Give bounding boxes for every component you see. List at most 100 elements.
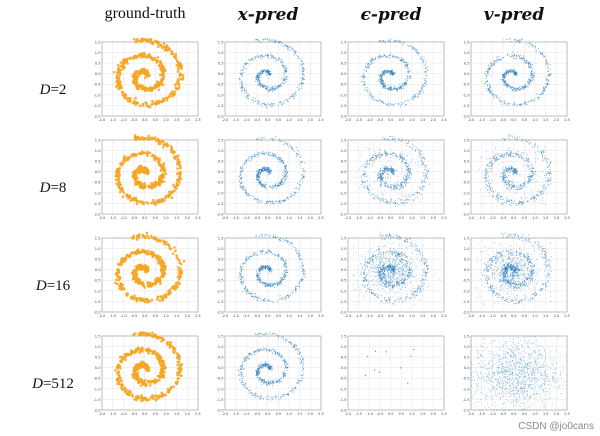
- data-point: [505, 104, 507, 106]
- data-point: [138, 200, 141, 203]
- data-point: [165, 99, 169, 102]
- data-point: [132, 37, 136, 41]
- data-point: [367, 67, 369, 69]
- data-point: [363, 81, 365, 83]
- data-point: [258, 138, 260, 140]
- data-point: [406, 65, 409, 67]
- data-point: [390, 185, 392, 187]
- data-point: [281, 179, 283, 181]
- data-point: [258, 77, 260, 79]
- data-point: [249, 156, 251, 158]
- data-point: [294, 188, 296, 190]
- data-point: [396, 188, 398, 190]
- data-point: [293, 93, 295, 95]
- data-point: [368, 192, 370, 194]
- data-point: [301, 83, 304, 85]
- data-point: [299, 164, 301, 166]
- data-point: [134, 41, 138, 44]
- data-point: [540, 53, 542, 55]
- data-point: [246, 160, 248, 162]
- y-tick-label: -1.5: [462, 104, 469, 108]
- x-tick-label: 1.0: [286, 216, 291, 220]
- data-point: [504, 100, 506, 102]
- y-tick-label: 0.0: [464, 72, 470, 76]
- data-point: [384, 40, 386, 42]
- data-point: [416, 51, 418, 54]
- data-point: [508, 175, 510, 177]
- data-point: [483, 177, 485, 179]
- data-point: [408, 100, 410, 102]
- y-tick-label: 1.0: [464, 51, 470, 55]
- data-point: [523, 182, 525, 184]
- scatter-plot-d-2-v-pred: 1.51.00.50.0-0.5-1.0-1.5-2.0-2.0 -1.5 -1.0…: [462, 37, 570, 122]
- data-point: [393, 201, 396, 203]
- data-point: [370, 95, 372, 97]
- data-point: [406, 173, 409, 175]
- data-point: [248, 158, 250, 160]
- data-point: [270, 201, 272, 203]
- data-point: [533, 75, 535, 77]
- data-point: [502, 180, 504, 182]
- data-point: [492, 94, 494, 96]
- data-point: [506, 184, 509, 186]
- data-point: [536, 195, 538, 197]
- data-point: [496, 56, 498, 58]
- x-tick-label: -0.5: [500, 216, 507, 220]
- data-point: [396, 169, 398, 171]
- data-point: [407, 165, 409, 167]
- data-point: [406, 159, 408, 161]
- data-point: [258, 174, 260, 176]
- data-point: [506, 74, 508, 77]
- data-point: [425, 175, 428, 177]
- data-point: [527, 180, 530, 182]
- data-point: [385, 169, 387, 171]
- data-point: [366, 166, 368, 168]
- data-point: [515, 204, 517, 206]
- data-point: [267, 174, 269, 176]
- data-point: [262, 85, 265, 87]
- data-point: [257, 74, 259, 76]
- data-point: [516, 137, 518, 140]
- data-point: [126, 98, 129, 102]
- data-point: [284, 77, 286, 79]
- data-point: [393, 88, 395, 90]
- data-point: [406, 163, 408, 165]
- data-point: [368, 159, 371, 162]
- data-point: [489, 87, 491, 89]
- data-point: [409, 70, 411, 72]
- data-point: [390, 71, 392, 73]
- data-point: [499, 158, 501, 160]
- data-point: [416, 53, 418, 55]
- data-point: [545, 77, 547, 79]
- data-point: [245, 92, 248, 94]
- data-point: [404, 64, 406, 66]
- data-point: [510, 152, 512, 154]
- data-point: [520, 201, 522, 203]
- y-tick-label: 1.0: [95, 149, 101, 153]
- data-point: [378, 57, 380, 59]
- data-point: [246, 96, 248, 99]
- y-tick-label: 1.0: [95, 51, 101, 55]
- data-point: [415, 51, 417, 53]
- y-tick-label: -0.5: [93, 181, 100, 185]
- data-point: [420, 164, 422, 166]
- data-point: [548, 83, 550, 85]
- data-point: [546, 172, 548, 175]
- data-point: [489, 90, 491, 92]
- data-point: [379, 76, 381, 78]
- y-tick-label: 1.0: [218, 51, 224, 55]
- data-point: [282, 181, 284, 184]
- x-tick-label: 0.0: [388, 118, 393, 122]
- data-point: [489, 187, 491, 189]
- y-tick-label: -2.0: [216, 212, 224, 216]
- data-point: [392, 72, 394, 75]
- data-point: [301, 174, 303, 176]
- x-tick-label: 2.0: [185, 118, 190, 122]
- data-point: [302, 67, 304, 69]
- data-point: [371, 188, 373, 190]
- data-point: [399, 87, 402, 89]
- data-point: [531, 72, 533, 74]
- data-point: [368, 63, 370, 65]
- data-point: [545, 63, 547, 65]
- data-point: [269, 74, 271, 76]
